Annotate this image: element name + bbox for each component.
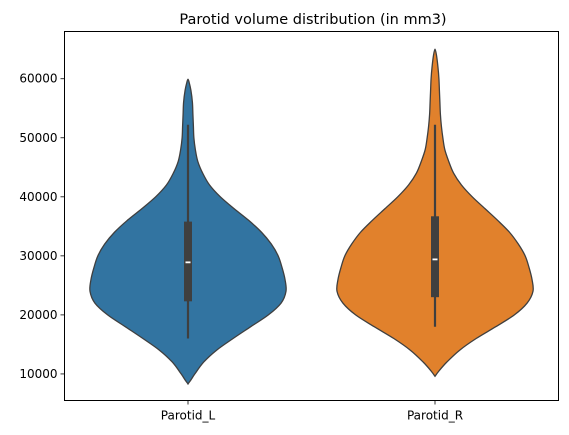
x-axis: Parotid_L Parotid_R: [161, 400, 463, 423]
y-tick-label: 20000: [19, 308, 57, 322]
y-tick-label: 60000: [19, 72, 57, 86]
y-tick-label: 40000: [19, 190, 57, 204]
axes-frame: [64, 31, 559, 401]
y-tick-label: 30000: [19, 249, 57, 263]
y-axis: 10000 20000 30000 40000 50000 60000: [19, 72, 65, 381]
chart-title: Parotid volume distribution (in mm3): [179, 12, 446, 28]
iqr-box-Parotid_R: [431, 216, 439, 298]
x-tick-label: Parotid_L: [161, 409, 216, 423]
x-tick-label: Parotid_R: [407, 409, 463, 423]
plot-area: [89, 48, 534, 386]
y-tick-label: 50000: [19, 131, 57, 145]
y-tick-label: 10000: [19, 367, 57, 381]
